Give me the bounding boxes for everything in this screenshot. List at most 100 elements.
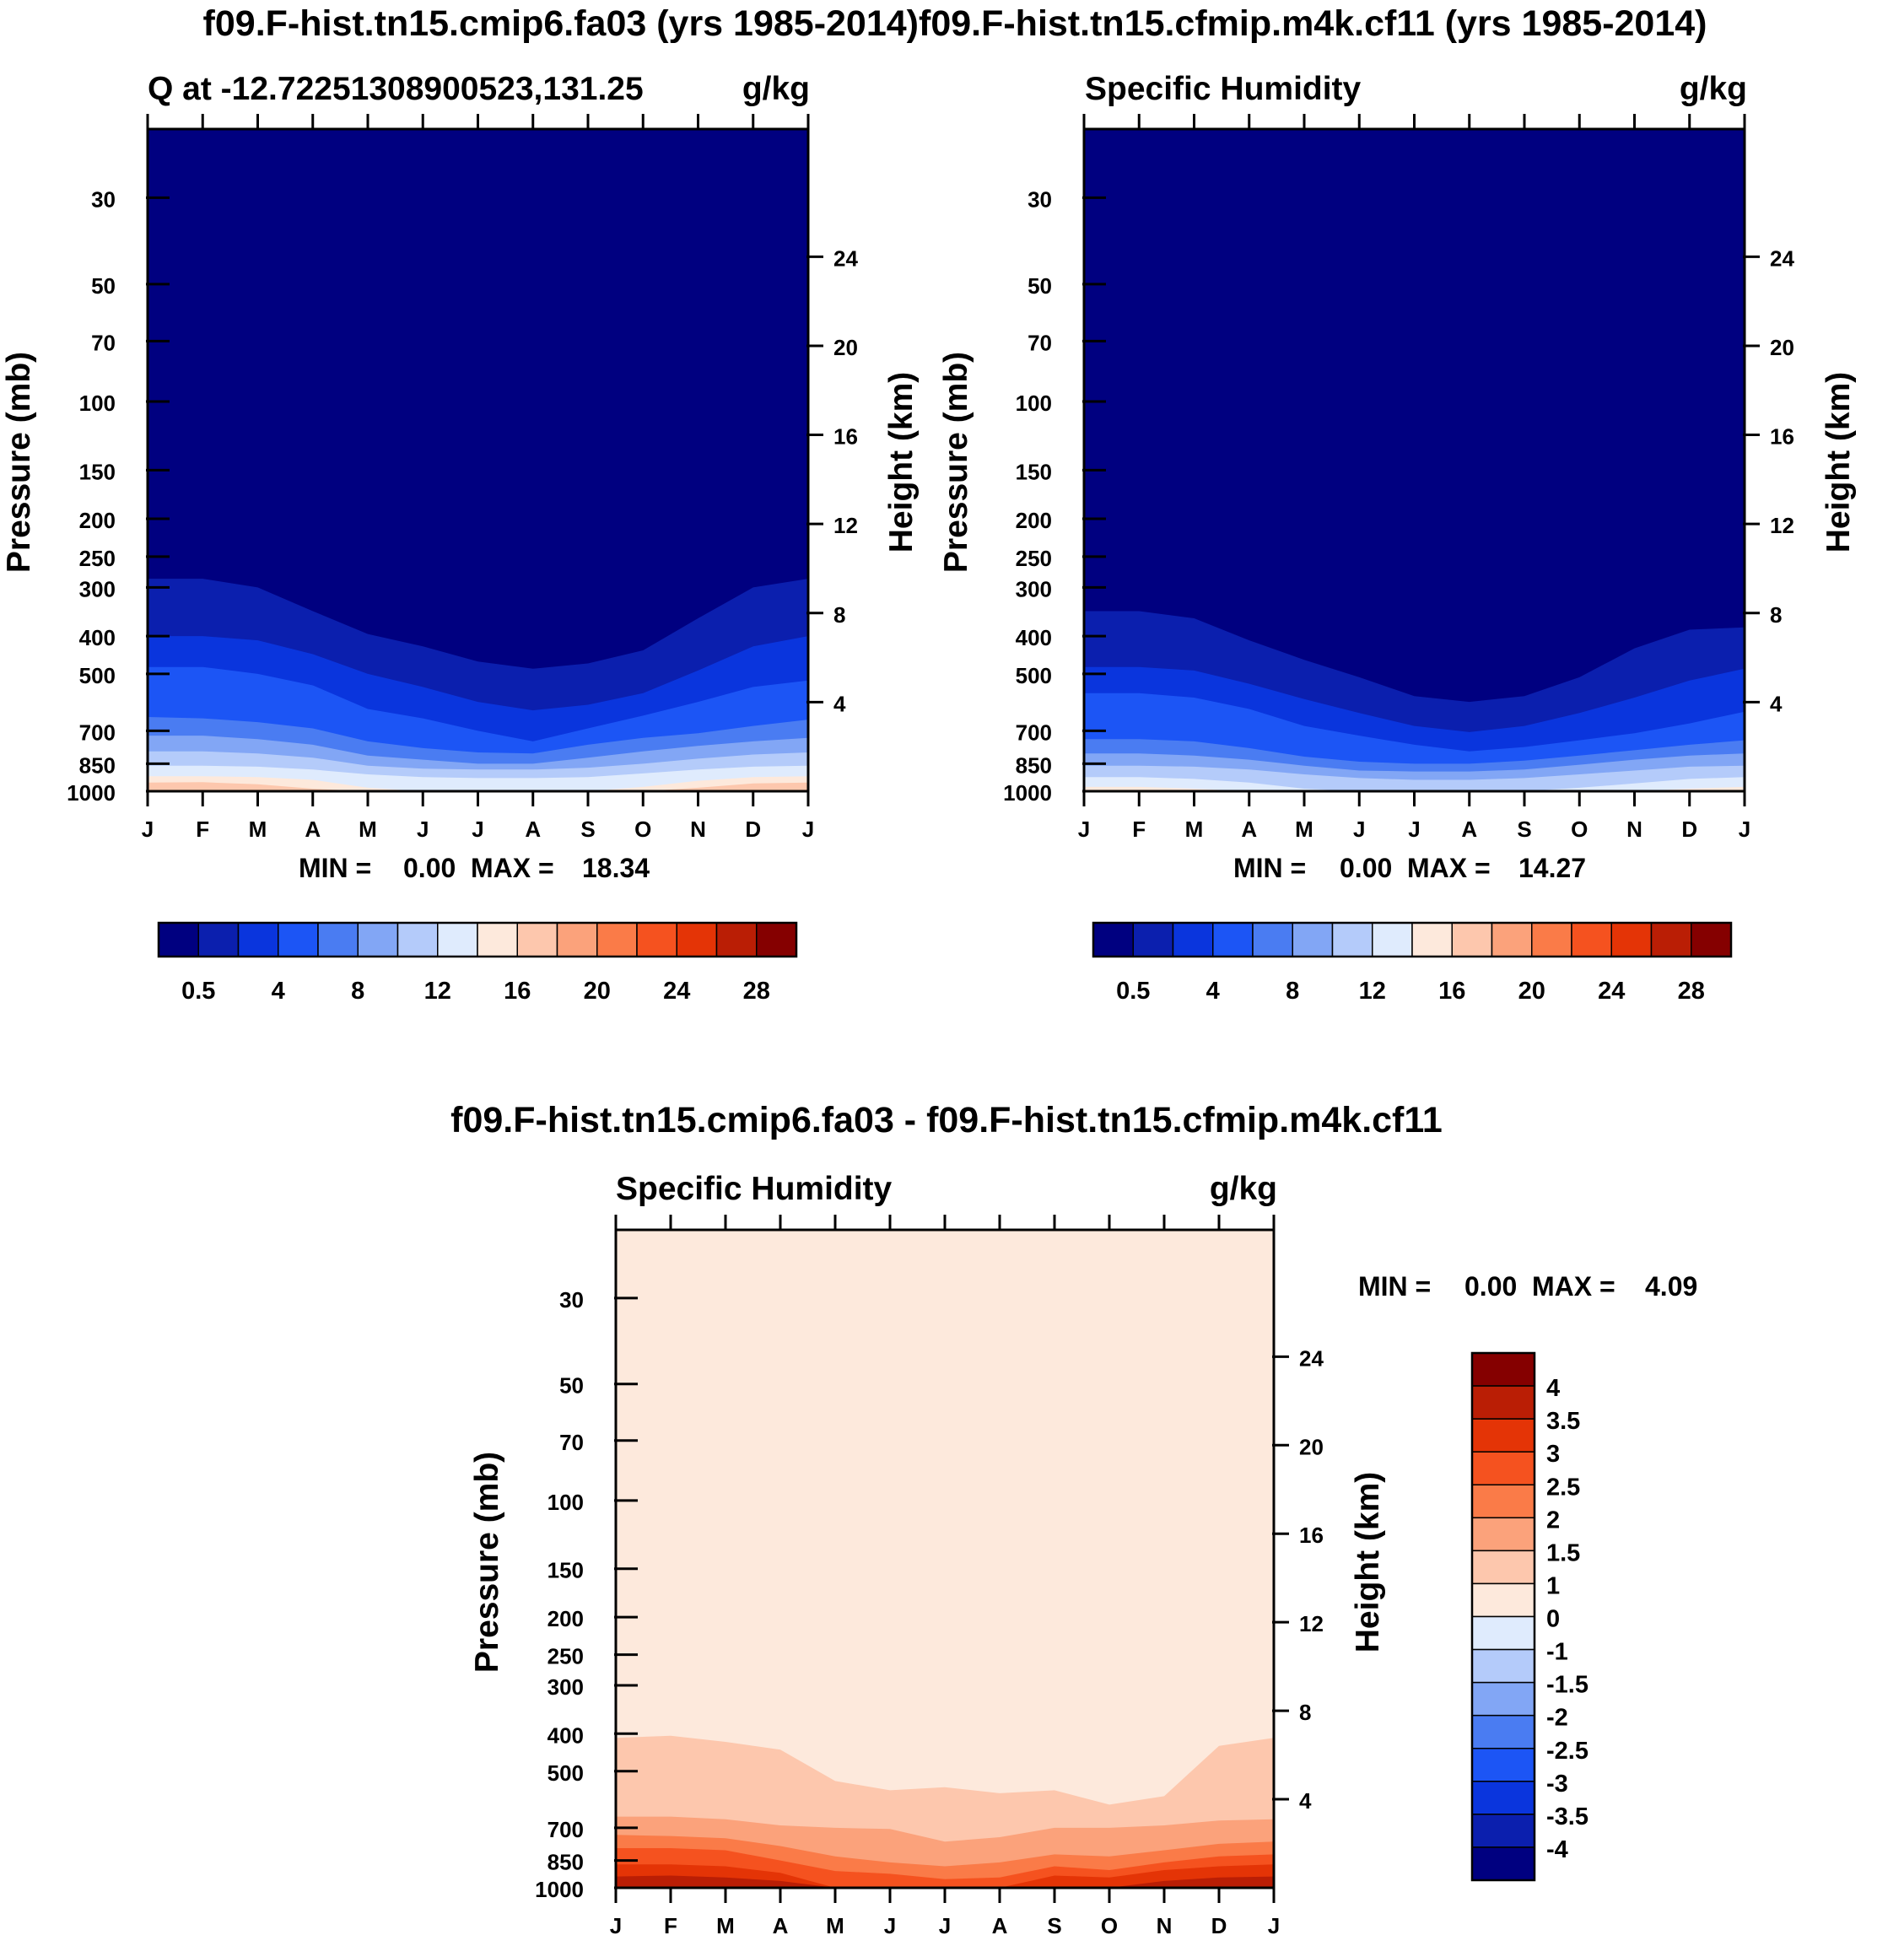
left-height-tick-label: 8 [833,602,845,628]
right-colorbar-label: 20 [1518,978,1545,1005]
right-month-label: N [1626,817,1642,842]
diff-colorbar-label: -1.5 [1546,1672,1588,1699]
diff-stats: MIN = 0.00 MAX = 4.09 [1358,1271,1697,1302]
left-month-label: N [690,817,706,842]
diff-colorbar-label: 1.5 [1546,1539,1580,1566]
diff-month-label: S [1047,1913,1061,1938]
right-month-label: J [1408,817,1420,842]
diff-stats-min-value: 0.00 [1464,1271,1517,1302]
right-height-tick-label: 24 [1770,245,1794,271]
diff-month-label: J [884,1913,896,1938]
left-colorbar-swatch [516,922,558,957]
left-pressure-tick-label: 150 [79,459,116,484]
left-contour-band-9 [148,782,808,791]
right-figure-title: f09.F-hist.tn15.cfmip.m4k.cf11 (yrs 1985… [919,3,1707,44]
left-pressure-axis-title: Pressure (mb) [1,352,37,573]
left-stats-max-value: 18.34 [582,853,650,883]
left-pressure-tick-label: 30 [91,186,116,212]
right-colorbar-swatch [1610,922,1653,957]
right-pressure-tick-label: 30 [1028,186,1052,212]
right-pressure-tick-label: 70 [1028,330,1052,355]
diff-height-tick-label: 12 [1299,1611,1324,1636]
diff-month-label: M [826,1913,844,1938]
diff-colorbar-label: -1 [1546,1639,1568,1666]
left-colorbar-frame [157,921,798,958]
diff-colorbar-swatch [1471,1714,1535,1749]
left-figure-title: f09.F-hist.tn15.cmip6.fa03 (yrs 1985-201… [203,3,919,44]
right-pressure-tick-label: 200 [1016,508,1052,533]
left-pressure-tick-label: 1000 [67,780,116,806]
diff-colorbar-label: -3.5 [1546,1803,1588,1830]
left-pressure-tick-label: 300 [79,576,116,601]
left-month-label: J [142,817,154,842]
left-colorbar-swatch [197,922,240,957]
right-colorbar-label: 16 [1438,978,1465,1005]
left-panel-units: g/kg [742,71,810,107]
diff-colorbar: 4 3.5 3 2.5 2 1.5 1 0 -1 -1.5 -2 -2.5 -3 -3.5 -4 [1470,1351,1588,1882]
diff-colorbar-label: -4 [1546,1836,1568,1863]
right-month-label: A [1461,817,1477,842]
right-colorbar-swatch [1212,922,1254,957]
diff-colorbar-swatch [1471,1748,1535,1782]
diff-pressure-tick-label: 850 [547,1850,584,1875]
diff-month-label: O [1101,1913,1118,1938]
right-colorbar-label: 12 [1359,978,1386,1005]
right-colorbar-swatch [1331,922,1373,957]
left-month-label: J [802,817,814,842]
right-month-label: M [1295,817,1313,842]
right-colorbar-frame [1092,921,1733,958]
right-colorbar-swatch [1491,922,1533,957]
diff-height-axis-title: Height (km) [1350,1472,1386,1653]
diff-pressure-tick-label: 70 [559,1430,584,1455]
right-month-label: J [1353,817,1365,842]
left-colorbar-swatch [715,922,758,957]
diff-height-tick-label: 4 [1299,1788,1312,1814]
diff-pressure-tick-label: 700 [547,1817,584,1842]
right-month-label: O [1571,817,1588,842]
diff-colorbar-label: -2.5 [1546,1738,1588,1765]
diff-colorbar-swatch [1471,1582,1535,1618]
right-month-label: S [1517,817,1531,842]
left-pressure-tick-label: 250 [79,546,116,571]
difference-figure-title: f09.F-hist.tn15.cmip6.fa03 - f09.F-hist.… [450,1100,1443,1140]
left-height-tick-label: 12 [833,513,858,538]
left-colorbar-label: 8 [351,978,364,1005]
diff-colorbar-swatch [1471,1648,1535,1684]
right-pressure-tick-label: 250 [1016,546,1052,571]
right-colorbar: 0.5 4 8 12 16 20 24 28 [1092,921,1733,1005]
right-stats-min-value: 0.00 [1340,853,1392,883]
right-pressure-tick-label: 1000 [1003,780,1052,806]
left-height-tick-label: 20 [833,335,858,360]
diff-pressure-tick-label: 50 [559,1373,584,1399]
right-colorbar-swatch [1252,922,1293,957]
diff-colorbar-frame [1470,1351,1536,1882]
diff-month-label: A [773,1913,789,1938]
right-colorbar-swatch [1411,922,1453,957]
left-colorbar-swatch [396,922,439,957]
right-colorbar-label: 0.5 [1116,978,1150,1005]
left-pressure-tick-label: 400 [79,625,116,650]
diff-colorbar-swatch [1471,1846,1535,1881]
diff-month-label: M [716,1913,735,1938]
diff-colorbar-swatch [1471,1550,1535,1585]
diff-height-tick-label: 8 [1299,1700,1311,1725]
diff-pressure-axis-title: Pressure (mb) [469,1452,505,1673]
right-colorbar-label: 28 [1678,978,1705,1005]
diff-month-label: D [1211,1913,1227,1938]
left-colorbar-label: 4 [272,978,285,1005]
right-colorbar-swatch [1451,922,1493,957]
right-colorbar-swatch [1132,922,1174,957]
diff-stats-max-label: MAX = [1532,1271,1615,1302]
diff-height-tick-label: 24 [1299,1345,1324,1371]
diff-month-label: J [610,1913,622,1938]
right-panel-units: g/kg [1680,71,1747,107]
right-colorbar-swatch [1292,922,1334,957]
diff-colorbar-swatch [1471,1517,1535,1552]
left-colorbar-label: 20 [584,978,611,1005]
right-stats-min-label: MIN = [1233,853,1306,883]
right-month-label: F [1132,817,1146,842]
left-pressure-tick-label: 100 [79,391,116,416]
